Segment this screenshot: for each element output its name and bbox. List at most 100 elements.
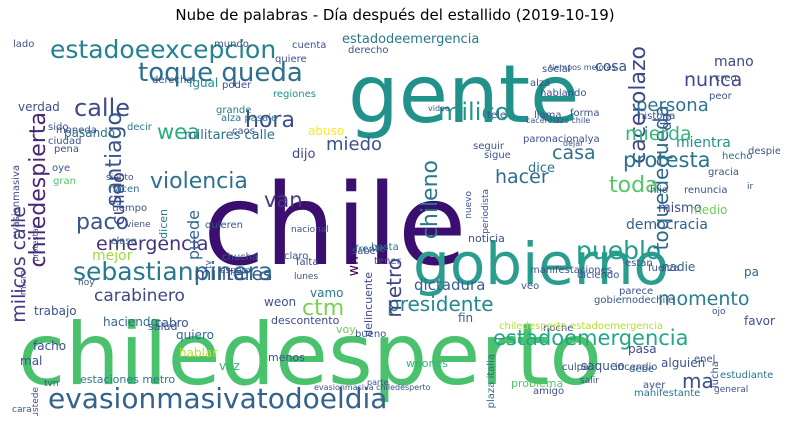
word-hablando: hablando [540, 88, 587, 99]
word-paronacionalya: paronacionalya [523, 134, 600, 145]
word-fin: fin [458, 311, 474, 325]
word-evasionmasiva: evasionmasiva [11, 165, 22, 240]
word-hecho: hecho [722, 151, 753, 162]
word-estadoemergencia: estadoemergencia [493, 326, 689, 350]
word-toda: toda [609, 173, 659, 198]
word-alza: alza [530, 78, 551, 89]
word-dejar: dejar [563, 139, 584, 148]
word-mano: mano [714, 54, 754, 70]
word-vamo: vamo [310, 286, 344, 300]
word-tiempos-mejores: tiempos mejores [549, 63, 616, 72]
word-gracia: gracia [708, 167, 739, 178]
word-milico: milico [438, 98, 510, 126]
word-estadodeemergencia: estadodeemergencia [342, 32, 480, 47]
word-protestar: protestar [31, 225, 40, 262]
word-bueno: bueno [355, 329, 387, 340]
word-pa: pa [744, 265, 759, 279]
word-seguir: seguir [473, 141, 504, 152]
word-ir: ir [747, 182, 754, 192]
word-diciendo: diciendo [577, 270, 620, 281]
word-pena: pena [54, 144, 79, 155]
word-quiere: quiere [275, 54, 307, 65]
word-dicen: dicen [157, 209, 170, 239]
word-debe: debe [629, 364, 654, 375]
word-enel: enel [694, 354, 716, 365]
word-nadie: nadie [662, 260, 696, 274]
word-viene: viene [126, 220, 151, 230]
word-carabinero: carabinero [94, 286, 185, 306]
word-mal: mal [20, 354, 43, 368]
word-sabe: sabe [352, 246, 376, 257]
word-chiledesperto: chiledesperto [18, 305, 602, 405]
word-noche: noche [543, 323, 574, 334]
word-hijo: hijo [650, 185, 669, 196]
word-parte: parte [367, 378, 389, 387]
word-poder: poder [222, 80, 252, 91]
word-salud: salud [148, 320, 178, 333]
word-weones: weones [406, 357, 448, 370]
word-gobierno: gobierno [413, 230, 669, 298]
word-dijo: dijo [292, 147, 316, 162]
word-hacen: hacen [109, 184, 140, 195]
word-wea: wea [157, 120, 200, 144]
word-haciendo: haciendo [103, 315, 158, 329]
word-toque-queda: toque queda [138, 58, 303, 88]
word-cosa: cosa [595, 59, 628, 75]
word-lunes: lunes [294, 272, 319, 282]
word-mierda: mierda [625, 123, 692, 145]
word-espero: espero [220, 266, 251, 276]
word-parece: parece [619, 286, 654, 297]
word-wn: wn [346, 256, 362, 277]
word-salir: salir [580, 376, 599, 386]
word-derecho: derecho [348, 45, 389, 56]
word-abuso: abuso [308, 124, 345, 138]
word-alza-pasaje: alza pasaje [221, 113, 278, 124]
word-trabajo: trabajo [34, 304, 77, 318]
word-llama: llama [534, 110, 562, 121]
word-gobiernodechile: gobiernodechile [594, 295, 675, 306]
word-emergencia: emergencia [96, 233, 209, 255]
word-saqueo: saqueo [581, 359, 625, 373]
word-descontento: descontento [271, 314, 340, 327]
word-historia: historia [638, 111, 676, 122]
word-social: social [542, 64, 571, 75]
word-van: van [264, 188, 303, 212]
word-clase: clase [111, 236, 137, 247]
word-renuncia: renuncia [684, 185, 728, 196]
word-vez: vez [219, 359, 240, 373]
word-estadoeexcepcion: estadoeexcepcion [50, 35, 277, 64]
word-tiempo: tiempo [112, 203, 148, 214]
word-nuevo: nuevo [464, 191, 474, 219]
word-estaciones-metro: estaciones metro [80, 373, 176, 386]
word-amigo: amigo [533, 386, 565, 397]
word-quieren: quieren [205, 220, 243, 231]
word-militares: militares [194, 264, 273, 285]
word-nunca: nunca [684, 69, 743, 91]
word-noticia: noticia [468, 232, 505, 245]
word-pasando: pasando [64, 126, 116, 140]
word-oye: oye [52, 163, 71, 174]
word-manifestante: manifestante [634, 388, 701, 399]
word-problema: problema [511, 377, 564, 390]
word-fuerza: fuerza [648, 263, 680, 274]
word-persona: persona [636, 95, 709, 116]
word-evasionmasivatodoeldia: evasionmasivatodoeldia [48, 382, 388, 415]
word-moneda: moneda [56, 125, 97, 136]
word-siento: siento [106, 173, 134, 183]
word-gente: gente [348, 48, 580, 141]
word-pasa: pasa [628, 342, 657, 356]
word-estan: estan [625, 258, 653, 269]
word-violencia: violencia [150, 169, 248, 194]
word-dictadura: dictadura [414, 276, 486, 294]
word-general: general [714, 385, 749, 395]
word-culpa: culpa [562, 362, 590, 373]
word-chile: chile [203, 161, 467, 291]
word-despiertachile: despiertachile [748, 146, 780, 157]
word-gran: gran [53, 176, 76, 187]
word-derecha: derecha [152, 75, 193, 86]
word-protesta: protesta [623, 148, 711, 172]
word-hora: hora [245, 108, 295, 133]
word-momento: momento [658, 288, 750, 310]
word-ayer: ayer [643, 380, 666, 391]
word-basta: basta [371, 242, 399, 253]
